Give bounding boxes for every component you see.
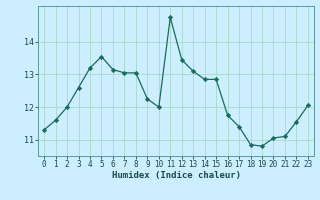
X-axis label: Humidex (Indice chaleur): Humidex (Indice chaleur) [111, 171, 241, 180]
